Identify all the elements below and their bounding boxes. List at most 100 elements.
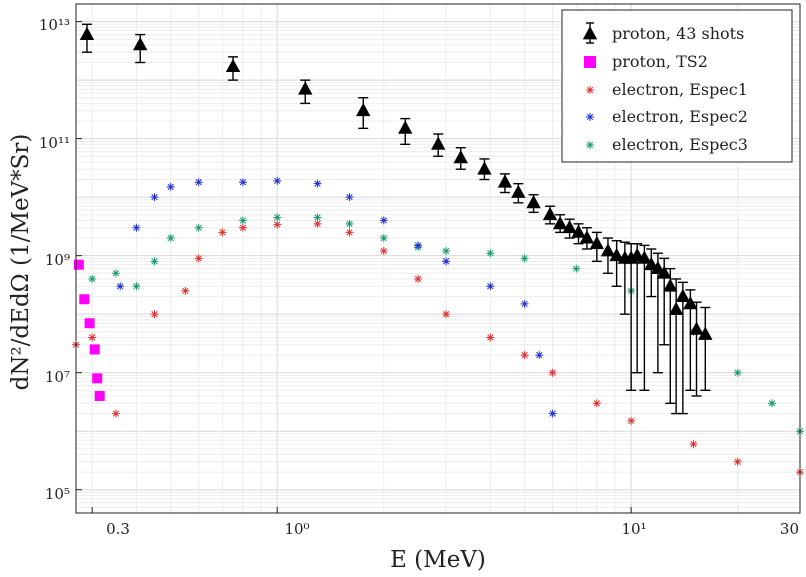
data-point [92,373,103,384]
legend-entry-label: electron, Espec3 [612,135,748,154]
data-point [238,223,247,232]
data-point [379,234,388,243]
y-axis-title: dN²/dEdΩ (1/MeV*Sr) [8,134,34,391]
data-point [225,58,241,73]
data-point [313,179,322,188]
data-point [313,219,322,228]
data-point [379,247,388,256]
data-point [79,294,90,305]
legend-entry-label: proton, 43 shots [612,24,744,43]
data-point [627,416,636,425]
data-point [379,216,388,225]
data-point [520,254,529,263]
data-point [579,230,595,244]
data-point [414,274,423,283]
data-point [88,274,97,283]
data-point [637,250,652,264]
data-point [592,399,601,408]
data-point [571,224,586,238]
data-point [181,286,190,295]
data-point [689,321,704,335]
legend-marker [584,56,596,68]
y-tick-label: 10¹³ [39,16,70,34]
data-point [767,399,776,408]
data-point [548,368,557,377]
data-point [166,234,175,243]
data-point [150,257,159,266]
data-point [89,344,100,355]
data-point [497,174,513,188]
legend-box [561,9,793,163]
data-point [548,409,557,418]
data-point [345,219,354,228]
data-point [589,235,605,250]
data-point [94,390,105,401]
legend: proton, 43 shots proton, TS2 electron, E… [561,9,793,163]
data-point [273,176,282,185]
data-point [238,216,247,225]
data-point [88,333,97,342]
data-point [442,247,451,256]
y-tick-label: 10⁵ [45,485,70,503]
data-point [733,368,742,377]
legend-marker [586,141,594,149]
legend-marker [586,86,594,94]
data-point [111,269,120,278]
data-point [520,351,529,360]
x-tick-label: 10⁰ [284,520,309,538]
x-tick-label: 10¹ [621,520,646,538]
data-layer [72,23,804,477]
data-point [132,223,141,232]
data-point [166,182,175,191]
data-point [442,257,451,266]
legend-entry-label: electron, Espec1 [612,80,748,99]
plot-frame [75,3,801,514]
data-point [675,288,691,302]
data-point [689,440,698,449]
data-point [150,193,159,202]
data-point [486,282,495,291]
data-point [600,243,616,257]
data-point [414,241,423,250]
data-point [668,301,684,315]
legend-entry-label: proton, TS2 [612,52,708,71]
data-point [520,299,529,308]
data-point [733,457,742,466]
series-electron-espec2 [116,176,557,418]
data-point [477,161,492,175]
data-point [218,228,227,237]
x-axis-title: E (MeV) [390,547,486,573]
y-tick-label: 10¹¹ [39,134,70,152]
y-tick-label: 10⁷ [45,368,70,386]
legend-entry-label: electron, Espec2 [612,107,748,126]
data-point [609,247,624,262]
y-tick-label: 10⁹ [45,251,70,269]
data-point [116,282,125,291]
data-point [150,310,159,319]
data-point [194,178,203,187]
x-tick-label: 30 [780,520,799,538]
data-point [84,318,95,329]
data-point [398,120,413,134]
data-point [442,310,451,319]
data-point [453,150,468,164]
data-point [486,249,495,258]
data-point [663,278,678,292]
data-point [535,351,544,360]
data-point [238,178,247,187]
data-point [273,220,282,229]
legend-markers [582,22,598,149]
data-point [511,184,526,198]
data-point [572,264,581,273]
data-point [194,223,203,232]
data-point [356,102,371,117]
data-point [552,216,568,230]
data-point [79,26,95,40]
data-point [132,282,141,291]
x-tick-label: 0.3 [106,520,130,538]
legend-marker [586,113,594,121]
data-point [345,228,354,237]
data-point [298,81,313,95]
ticks [76,21,801,513]
